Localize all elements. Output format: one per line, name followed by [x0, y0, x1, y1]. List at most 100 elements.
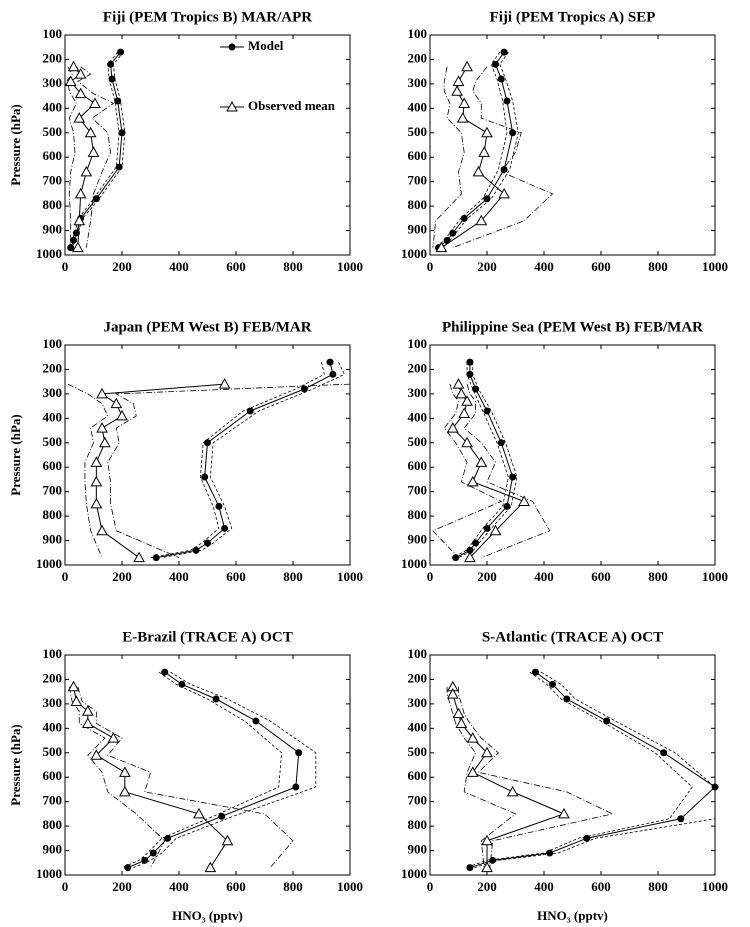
bound-line [452, 362, 509, 559]
observed-marker [435, 241, 448, 253]
bound-line [121, 671, 283, 869]
y-tick-label: 200 [408, 50, 428, 65]
model-marker [118, 129, 126, 137]
observed-marker [498, 187, 510, 199]
model-marker [295, 749, 303, 757]
observed-marker [218, 378, 231, 389]
model-marker [443, 236, 451, 244]
y-tick-label: 600 [43, 768, 63, 783]
bound-line [465, 671, 693, 869]
y-tick-label: 400 [408, 99, 428, 114]
plot-frame [429, 34, 716, 256]
y-tick-label: 900 [43, 532, 63, 547]
x-tick-label: 800 [648, 879, 668, 894]
x-tick-label: 200 [477, 259, 497, 274]
model-marker [124, 864, 132, 872]
observed-marker [133, 551, 145, 563]
observed-marker [558, 807, 570, 819]
model-marker [563, 695, 571, 703]
y-tick-label: 400 [43, 99, 63, 114]
plot-frame [64, 344, 351, 566]
y-tick-label: 300 [408, 695, 428, 710]
y-tick-label: 300 [43, 385, 63, 400]
x-tick-label: 1000 [337, 259, 363, 274]
legend-label: Model [248, 38, 284, 53]
observed-marker [116, 409, 128, 421]
y-tick-label: 100 [43, 26, 63, 41]
observed-marker [74, 187, 87, 199]
x-tick-label: 400 [169, 569, 189, 584]
observed-marker [446, 688, 459, 699]
model-marker [460, 214, 468, 222]
bound-line [446, 686, 517, 868]
x-tick-label: 200 [112, 259, 132, 274]
observed-marker [64, 75, 77, 86]
model-marker [549, 680, 557, 688]
model-marker [509, 473, 517, 481]
model-marker [70, 236, 78, 244]
bound-line [68, 686, 166, 868]
observed-marker [81, 717, 94, 728]
observed-marker [110, 397, 123, 409]
plot-frame [429, 344, 716, 566]
model-marker [92, 195, 100, 203]
y-tick-label: 700 [43, 483, 63, 498]
y-tick-label: 900 [408, 842, 428, 857]
legend-label: Observed mean [248, 98, 336, 113]
y-tick-label: 600 [408, 458, 428, 473]
y-tick-label: 1000 [401, 866, 427, 881]
x-tick-label: 0 [62, 879, 69, 894]
model-marker [483, 407, 491, 415]
x-tick-label: 400 [169, 259, 189, 274]
model-marker [141, 856, 149, 864]
y-tick-label: 200 [408, 670, 428, 685]
bound-line [68, 51, 120, 248]
observed-marker [461, 436, 473, 448]
x-tick-label: 0 [62, 569, 69, 584]
model-marker [583, 834, 591, 842]
observed-marker [466, 732, 479, 743]
model-marker [466, 370, 474, 378]
y-tick-label: 1000 [36, 556, 62, 571]
observed-marker [506, 785, 519, 797]
observed-marker [90, 475, 103, 487]
observed-marker [70, 695, 83, 706]
x-tick-label: 200 [477, 879, 497, 894]
model-marker [201, 473, 209, 481]
y-tick-label: 400 [408, 409, 428, 424]
observed-marker [452, 378, 465, 389]
y-tick-label: 200 [43, 360, 63, 375]
plot-frame [64, 34, 351, 256]
model-marker [466, 546, 474, 554]
observed-marker [96, 524, 108, 536]
observed-marker [90, 749, 103, 760]
model-marker [531, 668, 539, 676]
y-axis-label: Pressure (hPa) [8, 414, 23, 495]
x-tick-label: 800 [283, 259, 303, 274]
y-tick-label: 200 [43, 50, 63, 65]
model-marker [497, 439, 505, 447]
observed-marker [452, 75, 465, 86]
model-marker [503, 97, 511, 105]
profile-line [469, 671, 716, 869]
model-marker [472, 539, 480, 547]
observed-marker [472, 165, 485, 177]
bound-line [432, 383, 503, 558]
y-tick-label: 300 [43, 75, 63, 90]
model-marker [326, 358, 334, 366]
profile-line [452, 686, 566, 868]
model-marker [292, 783, 300, 791]
bound-line [150, 362, 325, 559]
model-marker [252, 717, 260, 725]
x-tick-label: 1000 [337, 569, 363, 584]
model-marker [483, 195, 491, 203]
observed-marker [466, 766, 479, 777]
y-tick-label: 100 [408, 646, 428, 661]
model-marker [300, 385, 308, 393]
x-tick-label: 1000 [337, 879, 363, 894]
x-tick-label: 0 [62, 259, 69, 274]
observed-marker [466, 475, 479, 487]
bound-line [77, 66, 115, 248]
observed-marker [74, 68, 87, 79]
observed-marker [73, 214, 86, 226]
